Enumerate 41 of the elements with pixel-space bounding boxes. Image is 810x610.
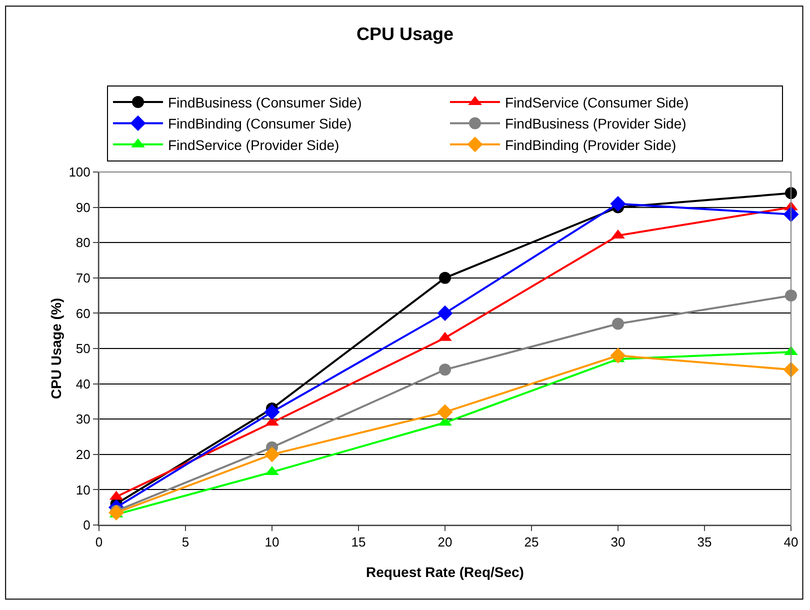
y-tick-label: 20	[76, 446, 90, 462]
y-tick-label: 80	[76, 235, 90, 250]
x-tick-label: 0	[95, 534, 103, 550]
x-tick-label: 15	[351, 534, 366, 550]
legend-label: FindService (Provider Side)	[168, 136, 340, 153]
x-axis-title: Request Rate (Req/Sec)	[366, 564, 524, 580]
chart-title: CPU Usage	[356, 24, 454, 44]
point	[439, 364, 451, 376]
x-tick-label: 35	[697, 534, 712, 550]
point	[108, 504, 124, 520]
legend-label: FindBinding (Consumer Side)	[168, 116, 352, 132]
y-tick-label: 90	[76, 200, 90, 215]
point	[610, 196, 626, 212]
y-tick-label: 100	[68, 164, 90, 180]
point	[437, 404, 453, 420]
x-tick-label: 40	[784, 534, 798, 550]
legend-label: FindService (Consumer Side)	[505, 94, 689, 110]
point	[439, 272, 451, 284]
x-tick-label: 25	[524, 534, 539, 550]
x-tick-label: 5	[182, 534, 190, 550]
y-tick-label: 30	[76, 412, 90, 427]
y-tick-label: 50	[76, 341, 90, 356]
point	[785, 290, 797, 302]
y-tick-label: 0	[83, 518, 90, 533]
x-tick-label: 20	[438, 534, 452, 550]
point	[785, 187, 797, 200]
point	[437, 305, 453, 321]
point	[610, 348, 626, 364]
legend-label: FindBinding (Provider Side)	[505, 136, 676, 153]
y-tick-label: 10	[76, 482, 90, 498]
x-tick-label: 30	[610, 534, 626, 550]
x-tick-label: 10	[264, 534, 280, 550]
y-axis-title: CPU Usage (%)	[48, 298, 64, 400]
y-tick-label: 60	[76, 306, 90, 321]
y-tick-label: 40	[76, 376, 90, 392]
legend-label: FindBusiness (Consumer Side)	[168, 94, 362, 110]
point	[264, 404, 280, 420]
point	[264, 446, 280, 462]
legend-label: FindBusiness (Provider Side)	[505, 116, 686, 132]
y-tick-label: 70	[76, 270, 90, 286]
point	[612, 318, 624, 330]
